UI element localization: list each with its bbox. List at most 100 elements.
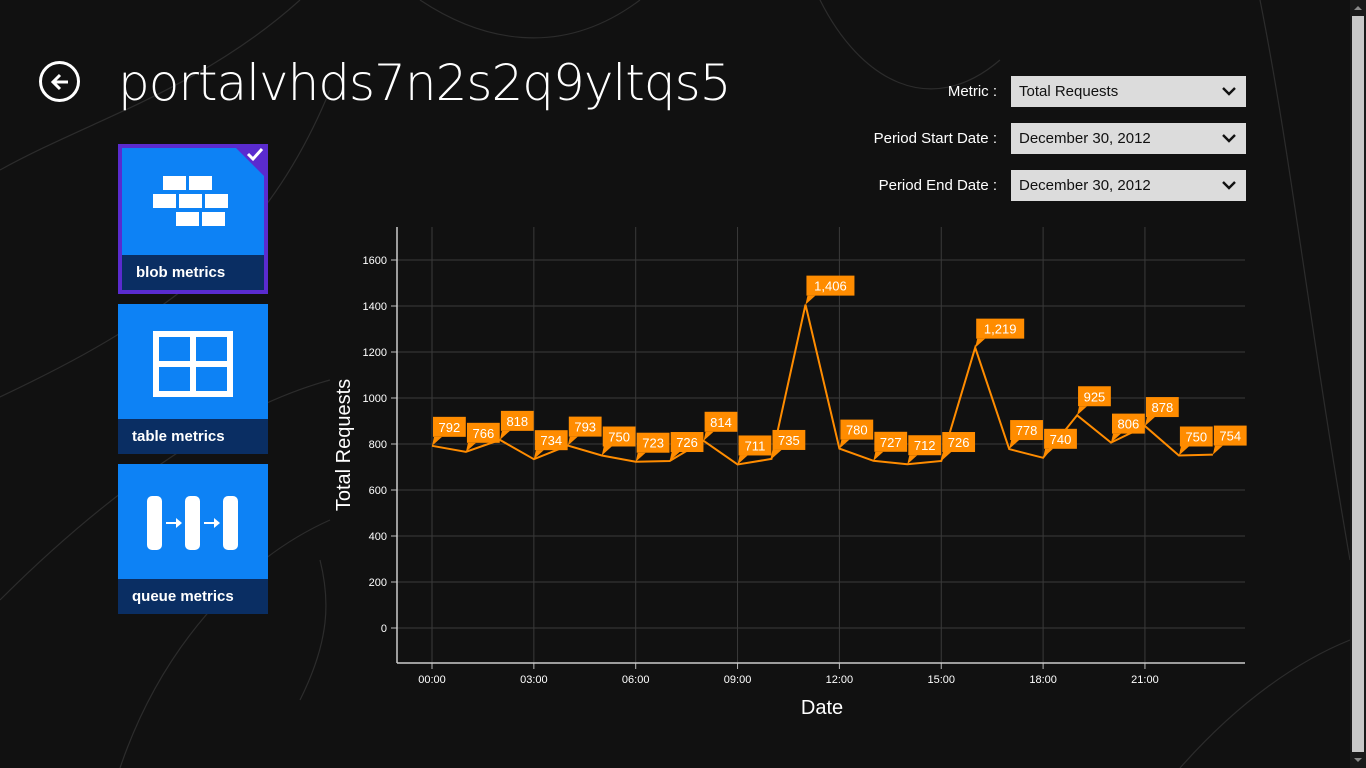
data-label-text: 750 (1185, 430, 1207, 445)
data-label-pointer (1077, 406, 1088, 416)
metric-value: Total Requests (1019, 83, 1119, 100)
data-label: 780 (839, 419, 874, 449)
scroll-down-icon[interactable] (1350, 752, 1366, 768)
data-label: 740 (1043, 428, 1077, 458)
x-tick-label: 12:00 (826, 674, 854, 686)
x-tick-label: 03:00 (520, 674, 548, 686)
data-label-text: 711 (745, 438, 766, 453)
vertical-scrollbar[interactable] (1350, 0, 1366, 768)
end-date-select[interactable]: December 30, 2012 (1011, 170, 1246, 201)
axes: 0 200 400 600 800 1000 1200 1400 1600 00:00 03:00 0… (363, 227, 1245, 686)
requests-chart: 0 200 400 600 800 1000 1200 1400 1600 00:00 03:00 0… (333, 227, 1247, 719)
data-label-pointer (873, 451, 884, 461)
data-label-box (433, 416, 466, 437)
x-tick-label: 09:00 (724, 674, 752, 686)
x-tick-label: 06:00 (622, 674, 650, 686)
data-label-pointer (1009, 440, 1020, 450)
data-label-box (840, 419, 874, 440)
data-label-box (1010, 420, 1043, 441)
data-label-box (1145, 397, 1179, 418)
data-label-box (772, 429, 806, 450)
data-label-box (908, 435, 942, 456)
data-label-pointer (975, 338, 986, 348)
data-label-box (704, 411, 738, 432)
data-label: 735 (771, 429, 806, 459)
data-label: 726 (669, 432, 704, 462)
data-label: 792 (432, 416, 466, 446)
y-axis-title: Total Requests (333, 379, 355, 511)
data-label-pointer (601, 446, 612, 456)
data-label-box (1213, 425, 1247, 446)
data-label-text: 723 (642, 436, 664, 451)
data-label-box (1179, 426, 1213, 447)
data-label-text: 780 (846, 423, 868, 438)
data-label-text: 793 (574, 420, 596, 435)
data-label-pointer (737, 455, 748, 465)
data-label: 726 (941, 432, 976, 462)
data-label-pointer (941, 452, 952, 462)
data-label-text: 792 (439, 420, 461, 435)
chevron-down-icon (1222, 181, 1236, 190)
data-label-box (602, 426, 636, 447)
data-label-pointer (635, 452, 646, 462)
data-label: 778 (1009, 420, 1043, 450)
data-label: 1,406 (805, 275, 855, 305)
data-label: 727 (873, 431, 908, 461)
data-label-box (568, 416, 602, 437)
chevron-down-icon (1222, 134, 1236, 143)
data-label-text: 754 (1219, 429, 1241, 444)
data-label-pointer (1111, 433, 1121, 443)
scroll-thumb[interactable] (1352, 16, 1364, 752)
data-label-text: 735 (778, 433, 800, 448)
tile-label: blob metrics (122, 255, 264, 290)
data-label: 750 (601, 426, 636, 456)
data-label-box (636, 432, 670, 453)
data-label-text: 818 (506, 414, 528, 429)
data-label-pointer (567, 436, 578, 446)
data-label: 734 (533, 430, 568, 460)
tile-blob-metrics[interactable]: blob metrics (118, 144, 268, 294)
data-label-text: 726 (676, 435, 698, 450)
tile-table-metrics[interactable]: table metrics (118, 304, 268, 454)
back-button[interactable] (39, 61, 80, 102)
data-label: 806 (1111, 413, 1145, 443)
bricks-icon (153, 176, 228, 226)
data-label-pointer (771, 449, 782, 459)
scroll-up-icon[interactable] (1350, 0, 1366, 16)
data-label: 712 (907, 435, 942, 465)
data-label-text: 740 (1050, 432, 1072, 447)
data-label-pointer (533, 450, 544, 460)
data-label-pointer (499, 430, 510, 440)
data-label-text: 806 (1118, 417, 1140, 432)
data-label: 711 (737, 435, 772, 465)
data-label-box (670, 432, 704, 453)
data-label-pointer (839, 439, 850, 449)
start-date-value: December 30, 2012 (1019, 130, 1151, 147)
data-label-text: 712 (914, 438, 936, 453)
data-label-box (976, 318, 1025, 339)
grid-icon (153, 331, 233, 397)
metric-select[interactable]: Total Requests (1011, 76, 1246, 107)
x-axis-title: Date (801, 697, 843, 719)
page-title: portalvhds7n2s2q9yltqs5 (118, 54, 731, 112)
tile-queue-metrics[interactable]: queue metrics (118, 464, 268, 614)
data-label-pointer (465, 442, 476, 452)
data-label-box (942, 432, 976, 453)
x-tick-label: 15:00 (927, 674, 955, 686)
data-label-text: 1,219 (984, 322, 1017, 337)
data-label-box (534, 430, 568, 451)
start-date-label: Period Start Date : (873, 130, 997, 147)
y-tick-label: 400 (369, 531, 387, 543)
y-tick-label: 1200 (363, 347, 387, 359)
start-date-select[interactable]: December 30, 2012 (1011, 123, 1246, 154)
check-icon (232, 144, 268, 180)
data-label-box (1112, 413, 1145, 434)
end-date-value: December 30, 2012 (1019, 177, 1151, 194)
data-label-box (806, 275, 855, 296)
data-label-text: 734 (540, 433, 562, 448)
x-tick-label: 18:00 (1029, 674, 1057, 686)
y-tick-label: 200 (369, 577, 387, 589)
y-tick-label: 800 (369, 439, 387, 451)
data-label-text: 925 (1084, 389, 1106, 404)
